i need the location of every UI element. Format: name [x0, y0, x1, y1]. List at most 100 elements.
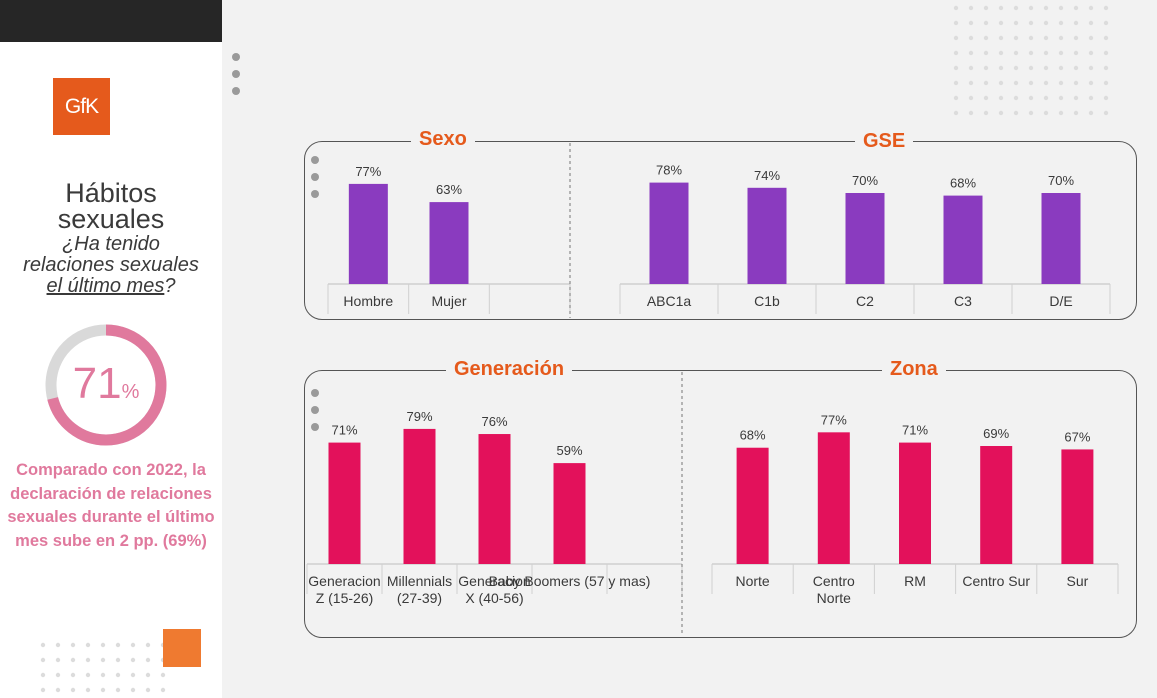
survey-question: ¿Ha tenido relaciones sexuales el último…: [23, 233, 199, 297]
decorative-dot: [1073, 65, 1079, 71]
bar: [403, 428, 436, 564]
decorative-dot: [1073, 35, 1079, 41]
decorative-dot: [40, 657, 46, 663]
decorative-dot: [1058, 5, 1064, 11]
chart-panel-sexo-gse: [304, 141, 1137, 320]
decorative-dot: [1043, 110, 1049, 116]
comparison-note: Comparado con 2022, la declaración de re…: [7, 461, 215, 550]
decorative-dot: [1058, 95, 1064, 101]
data-label: 68%: [950, 176, 976, 191]
decorative-dots: [311, 156, 321, 207]
decorative-dot: [55, 687, 61, 693]
bar: [1061, 449, 1094, 564]
category-label: D/E: [1049, 293, 1072, 309]
category-label: C2: [856, 293, 874, 309]
decorative-dot: [115, 672, 121, 678]
bar: [736, 447, 769, 564]
decorative-orange-square: [163, 629, 201, 667]
decorative-dots: [311, 389, 321, 440]
decorative-dot: [968, 20, 974, 26]
category-label: Centro Norte: [813, 573, 855, 606]
decorative-dot: [1013, 50, 1019, 56]
decorative-dot: [1013, 65, 1019, 71]
bar: [943, 195, 983, 284]
sidebar: [0, 42, 222, 698]
bar: [478, 434, 511, 564]
decorative-dot: [1013, 20, 1019, 26]
decorative-dot: [1103, 5, 1109, 11]
decorative-dot: [40, 672, 46, 678]
decorative-dot: [1088, 5, 1094, 11]
decorative-dot: [1043, 35, 1049, 41]
decorative-dot: [953, 50, 959, 56]
decorative-dot: [130, 657, 136, 663]
decorative-dot: [1073, 20, 1079, 26]
data-label: 78%: [656, 163, 682, 178]
category-label: C3: [954, 293, 972, 309]
decorative-dot: [1058, 110, 1064, 116]
decorative-dot: [953, 95, 959, 101]
decorative-dot: [1043, 80, 1049, 86]
decorative-dot: [953, 110, 959, 116]
category-label: Sur: [1067, 573, 1089, 589]
decorative-dot: [100, 642, 106, 648]
decorative-dot: [1043, 5, 1049, 11]
decorative-dot: [998, 95, 1004, 101]
decorative-dot: [1028, 35, 1034, 41]
decorative-dot-grid: [40, 642, 166, 693]
category-label: Baby Boomers (57 y mas): [489, 573, 651, 589]
decorative-dot: [1073, 80, 1079, 86]
data-label: 77%: [821, 412, 847, 427]
decorative-dot: [115, 657, 121, 663]
page-title: Hábitos sexuales: [57, 178, 165, 234]
overall-donut-chart: [45, 324, 167, 446]
category-label: Generacion Z (15-26): [308, 573, 380, 606]
decorative-dot: [70, 657, 76, 663]
decorative-dot: [968, 95, 974, 101]
decorative-dot: [1088, 20, 1094, 26]
decorative-dot: [1088, 95, 1094, 101]
category-label: C1b: [754, 293, 780, 309]
bar: [817, 432, 850, 564]
category-label: Hombre: [343, 293, 393, 309]
decorative-dot: [130, 687, 136, 693]
decorative-dot: [983, 110, 989, 116]
decorative-dot: [1103, 65, 1109, 71]
decorative-dot: [55, 657, 61, 663]
chart-title-sexo: Sexo: [411, 126, 475, 152]
decorative-dots: [232, 53, 242, 104]
data-label: 79%: [406, 409, 432, 424]
data-label: 67%: [1064, 429, 1090, 444]
bar: [348, 183, 388, 284]
decorative-dot: [160, 687, 166, 693]
decorative-dot: [983, 35, 989, 41]
bar: [845, 193, 885, 284]
decorative-dot: [953, 65, 959, 71]
decorative-dot: [1103, 50, 1109, 56]
decorative-dot: [998, 65, 1004, 71]
decorative-dot: [998, 50, 1004, 56]
decorative-dot: [100, 687, 106, 693]
category-label: Centro Sur: [962, 573, 1030, 589]
decorative-dot: [130, 672, 136, 678]
overall-percentage: 71%: [72, 359, 140, 408]
decorative-dot: [1058, 50, 1064, 56]
decorative-dot: [968, 5, 974, 11]
decorative-dot: [115, 687, 121, 693]
decorative-dot: [953, 35, 959, 41]
category-label: ABC1a: [647, 293, 692, 309]
decorative-dot: [85, 642, 91, 648]
decorative-dot: [1058, 20, 1064, 26]
decorative-dot: [1103, 80, 1109, 86]
decorative-dot: [145, 687, 151, 693]
bar: [328, 442, 361, 564]
decorative-dot: [70, 642, 76, 648]
decorative-dot: [998, 20, 1004, 26]
decorative-dot: [1073, 95, 1079, 101]
decorative-dot: [968, 35, 974, 41]
decorative-dot: [1028, 80, 1034, 86]
bar: [553, 463, 586, 564]
category-label: Millennials (27-39): [387, 573, 452, 606]
decorative-dot: [1043, 50, 1049, 56]
